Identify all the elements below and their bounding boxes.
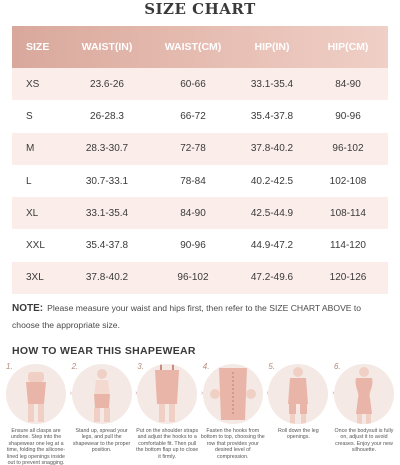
step-6: 6. Once the bodysuit is fully on, adjust… [332, 362, 396, 464]
chevron-right-icon: › [266, 390, 268, 397]
step-number: 6. [333, 362, 341, 371]
cell-hip-cm: 114-120 [330, 240, 366, 252]
header-hip-cm: HIP(CM) [327, 41, 369, 53]
chevron-right-icon: › [332, 390, 334, 397]
cell-waist-cm: 96-102 [177, 272, 209, 284]
chevron-right-icon: › [135, 390, 137, 397]
cell-size: XL [26, 207, 39, 219]
cell-waist-in: 28.3-30.7 [85, 143, 129, 155]
table-row: L 30.7-33.1 78-84 40.2-42.5 102-108 [12, 164, 388, 198]
cell-hip-in: 47.2-49.6 [250, 272, 294, 284]
step-text: Once the bodysuit is fully on, adjust it… [334, 428, 394, 454]
cell-hip-cm: 108-114 [330, 207, 366, 219]
cell-hip-cm: 96-102 [332, 143, 364, 155]
step-illustration [268, 364, 329, 424]
table-row: S 26-28.3 66-72 35.4-37.8 90-96 [12, 100, 388, 133]
cell-waist-in: 23.6-26 [90, 78, 124, 90]
cell-size: L [26, 175, 32, 187]
cell-hip-cm: 84-90 [335, 78, 361, 90]
step-number: 5. [268, 362, 276, 371]
cell-hip-cm: 120-126 [329, 272, 367, 284]
cell-waist-cm: 66-72 [180, 110, 206, 122]
step-illustration [333, 364, 394, 424]
cell-hip-in: 42.5-44.9 [250, 207, 294, 219]
cell-waist-in: 33.1-35.4 [85, 207, 129, 219]
table-header: SIZE WAIST(IN) WAIST(CM) HIP(IN) HIP(CM) [12, 26, 388, 68]
header-waist-in: WAIST(IN) [81, 41, 133, 53]
step-1: 1. Ensure all clasps are undone. Step in… [4, 362, 72, 465]
cell-hip-in: 33.1-35.4 [250, 78, 294, 90]
table-row: XL 33.1-35.4 84-90 42.5-44.9 108-114 [12, 197, 388, 230]
size-chart-table: SIZE WAIST(IN) WAIST(CM) HIP(IN) HIP(CM)… [12, 26, 388, 295]
step-text: Stand up, spread your legs, and pull the… [72, 428, 131, 454]
cell-waist-in: 30.7-33.1 [85, 175, 129, 187]
step-text: Ensure all clasps are undone. Step into … [6, 428, 66, 465]
step-number: 3. [137, 362, 144, 371]
cell-waist-in: 35.4-37.8 [85, 240, 129, 252]
shoulder-strap-icon [155, 364, 180, 422]
cell-size: XS [26, 78, 40, 90]
cell-size: XXL [26, 240, 45, 252]
table-row: XXL 35.4-37.8 90-96 44.9-47.2 114-120 [12, 229, 388, 262]
header-waist-cm: WAIST(CM) [164, 41, 222, 53]
step-5: 5. Roll down the leg openings. › [266, 362, 334, 464]
cell-waist-cm: 60-66 [180, 78, 206, 90]
table-row: XS 23.6-26 60-66 33.1-35.4 84-90 [12, 68, 388, 101]
step-4: 4. Fasten the hooks from bottom to top, … [200, 362, 269, 464]
note-label: NOTE: [12, 303, 44, 314]
cell-waist-cm: 84-90 [180, 207, 206, 219]
step-number: 2. [71, 362, 79, 371]
step-text: Fasten the hooks from bottom to top, cho… [200, 428, 265, 460]
note-text: Please measure your waist and hips first… [12, 303, 362, 330]
cell-hip-in: 37.8-40.2 [250, 143, 294, 155]
step-text: Put on the shoulder straps and adjust th… [136, 428, 199, 460]
final-silhouette-icon [355, 367, 373, 424]
step-number: 1. [6, 362, 13, 371]
table-row: 3XL 37.8-40.2 96-102 47.2-49.6 120-126 [12, 261, 388, 295]
cell-waist-cm: 72-78 [180, 143, 206, 155]
step-illustration [202, 364, 263, 424]
cell-waist-cm: 78-84 [180, 175, 206, 187]
cell-hip-in: 35.4-37.8 [250, 110, 294, 122]
cell-waist-cm: 90-96 [180, 240, 206, 252]
legs-stepping-icon [26, 372, 46, 422]
hook-fastening-icon [209, 368, 256, 420]
step-illustration [6, 364, 66, 424]
size-note: NOTE: Please measure your waist and hips … [12, 300, 388, 333]
step-illustration [137, 364, 198, 424]
cell-waist-in: 37.8-40.2 [85, 272, 129, 284]
cell-hip-in: 44.9-47.2 [250, 240, 294, 252]
chevron-right-icon: › [69, 390, 72, 397]
roll-down-icon [288, 367, 309, 424]
cell-hip-in: 40.2-42.5 [250, 175, 294, 187]
pull-up-icon [93, 369, 110, 422]
step-illustration [71, 364, 132, 424]
cell-hip-cm: 102-108 [329, 175, 367, 187]
header-hip-in: HIP(IN) [254, 41, 290, 53]
cell-size: 3XL [26, 272, 44, 284]
cell-size: S [26, 110, 33, 122]
step-text: Roll down the leg openings. [278, 428, 319, 441]
table-row: M 28.3-30.7 72-78 37.8-40.2 96-102 [12, 132, 388, 165]
cell-size: M [26, 143, 35, 155]
page-title: SIZE CHART [144, 0, 256, 18]
how-to-steps: 1. Ensure all clasps are undone. Step in… [4, 362, 396, 465]
chevron-right-icon: › [201, 390, 203, 397]
how-to-wear-title: HOW TO WEAR THIS SHAPEWEAR [12, 345, 196, 357]
step-3: 3. Put on the shoulder straps and adjust… [135, 362, 203, 464]
step-2: 2. Stand up, spread your legs, and pull … [70, 362, 138, 464]
cell-hip-cm: 90-96 [335, 110, 361, 122]
cell-waist-in: 26-28.3 [90, 110, 124, 122]
step-number: 4. [202, 362, 210, 371]
header-size: SIZE [26, 41, 50, 53]
